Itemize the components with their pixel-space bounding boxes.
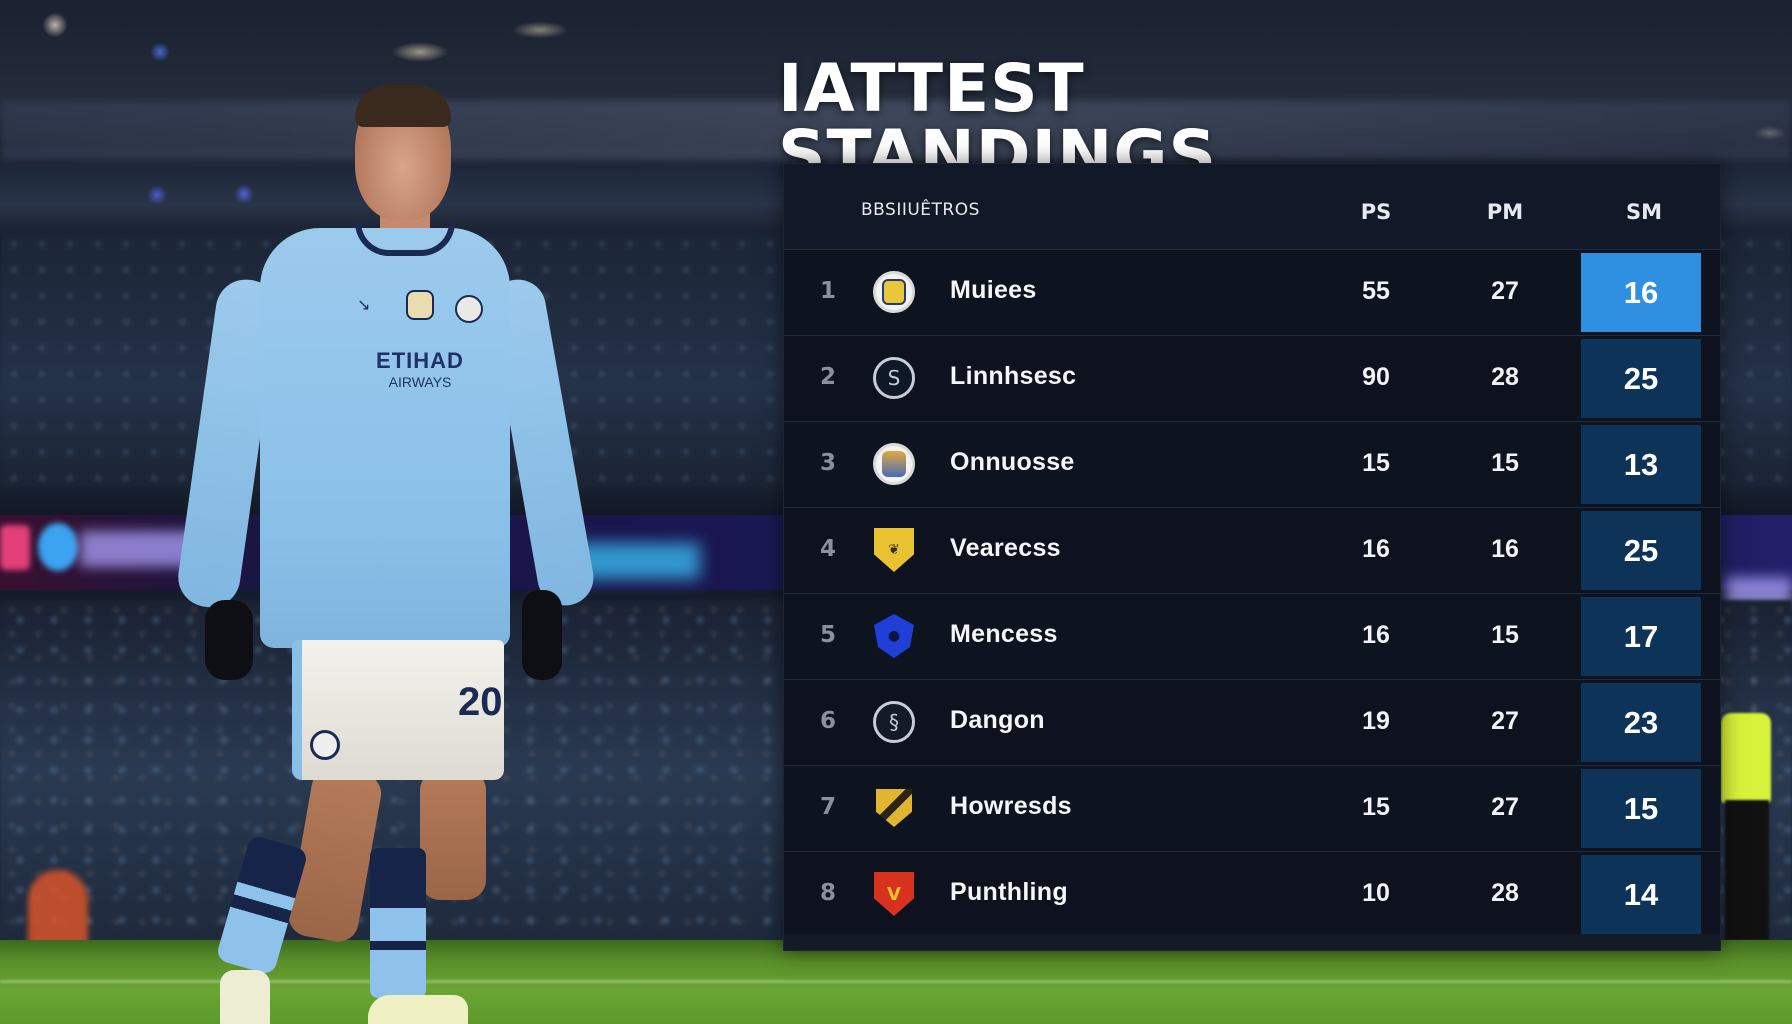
team-name: Onnuosse (950, 448, 1075, 476)
pm-value: 27 (1491, 793, 1519, 821)
rank: 7 (819, 794, 836, 820)
ps-value: 16 (1362, 535, 1390, 563)
sm-value: 16 (1581, 253, 1701, 332)
player-figure: ↘ ETIHAD AIRWAYS 20 (174, 85, 598, 1024)
table-header: BBSIIUÊTROS PS PM SM (784, 164, 1720, 249)
shield-crest-icon (872, 786, 916, 830)
ps-value: 55 (1362, 277, 1390, 305)
steward-hi-vis (1721, 713, 1771, 803)
ps-value: 15 (1362, 449, 1390, 477)
standings-table: BBSIIUÊTROS PS PM SM 1 Muiees 55 27 16 2… (783, 163, 1721, 951)
column-header-sm: SM (1625, 200, 1663, 224)
pitch-grass (0, 940, 1792, 1024)
round-crest-icon (872, 270, 916, 314)
column-header-team: BBSIIUÊTROS (861, 200, 980, 220)
column-header-ps: PS (1360, 200, 1392, 224)
sm-value: 25 (1581, 511, 1701, 590)
table-row: 8 V Punthling 10 28 14 (784, 851, 1720, 937)
rank: 1 (819, 278, 836, 304)
boot-right (368, 995, 468, 1024)
table-row: 7 Howresds 15 27 15 (784, 765, 1720, 851)
team-name: Linnhsesc (950, 362, 1077, 390)
pm-value: 28 (1491, 363, 1519, 391)
shield-crest-icon: ❦ (872, 528, 916, 572)
shirt-sponsor: ETIHAD (376, 348, 464, 373)
league-badge-icon (406, 290, 434, 320)
team-name: Punthling (950, 878, 1068, 906)
round-crest-icon (872, 442, 916, 486)
table-row: 1 Muiees 55 27 16 (784, 249, 1720, 335)
rank: 5 (819, 622, 836, 648)
ps-value: 15 (1362, 793, 1390, 821)
pm-value: 27 (1491, 277, 1519, 305)
kit-maker-logo-icon: ↘ (357, 295, 371, 314)
club-crest-icon (455, 295, 483, 323)
boot-left (220, 970, 270, 1024)
shorts-crest-icon (310, 730, 340, 760)
shield-crest-icon: ● (872, 614, 916, 658)
glove-left (205, 600, 253, 680)
team-name: Vearecss (950, 534, 1061, 562)
pm-value: 15 (1491, 449, 1519, 477)
pm-value: 16 (1491, 535, 1519, 563)
team-name: Muiees (950, 276, 1037, 304)
ring-crest-icon: § (872, 700, 916, 744)
sm-value: 17 (1581, 597, 1701, 676)
team-name: Mencess (950, 620, 1058, 648)
rank: 8 (819, 880, 836, 906)
sm-value: 23 (1581, 683, 1701, 762)
upper-tier-band (0, 100, 1792, 160)
table-row: 2 S Linnhsesc 90 28 25 (784, 335, 1720, 421)
sm-value: 15 (1581, 769, 1701, 848)
rank: 3 (819, 450, 836, 476)
table-body: 1 Muiees 55 27 16 2 S Linnhsesc 90 28 25… (784, 249, 1720, 937)
pm-value: 15 (1491, 621, 1519, 649)
ps-value: 16 (1362, 621, 1390, 649)
team-name: Dangon (950, 706, 1045, 734)
table-row: 5 ● Mencess 16 15 17 (784, 593, 1720, 679)
table-row: 6 § Dangon 19 27 23 (784, 679, 1720, 765)
ps-value: 90 (1362, 363, 1390, 391)
pm-value: 27 (1491, 707, 1519, 735)
rank: 6 (819, 708, 836, 734)
sm-value: 25 (1581, 339, 1701, 418)
pm-value: 28 (1491, 879, 1519, 907)
orange-jacket-figure (28, 870, 88, 950)
ps-value: 19 (1362, 707, 1390, 735)
rank: 4 (819, 536, 836, 562)
sm-value: 14 (1581, 855, 1701, 934)
ring-crest-icon: S (872, 356, 916, 400)
glove-right (522, 590, 562, 680)
ps-value: 10 (1362, 879, 1390, 907)
shield-crest-icon: V (872, 872, 916, 916)
shirt-sponsor-sub: AIRWAYS (388, 374, 452, 390)
sm-value: 13 (1581, 425, 1701, 504)
column-header-pm: PM (1486, 200, 1524, 224)
team-name: Howresds (950, 792, 1072, 820)
rank: 2 (819, 364, 836, 390)
table-row: 4 ❦ Vearecss 16 16 25 (784, 507, 1720, 593)
shorts-number: 20 (458, 680, 503, 724)
table-row: 3 Onnuosse 15 15 13 (784, 421, 1720, 507)
player-shirt (260, 228, 510, 648)
